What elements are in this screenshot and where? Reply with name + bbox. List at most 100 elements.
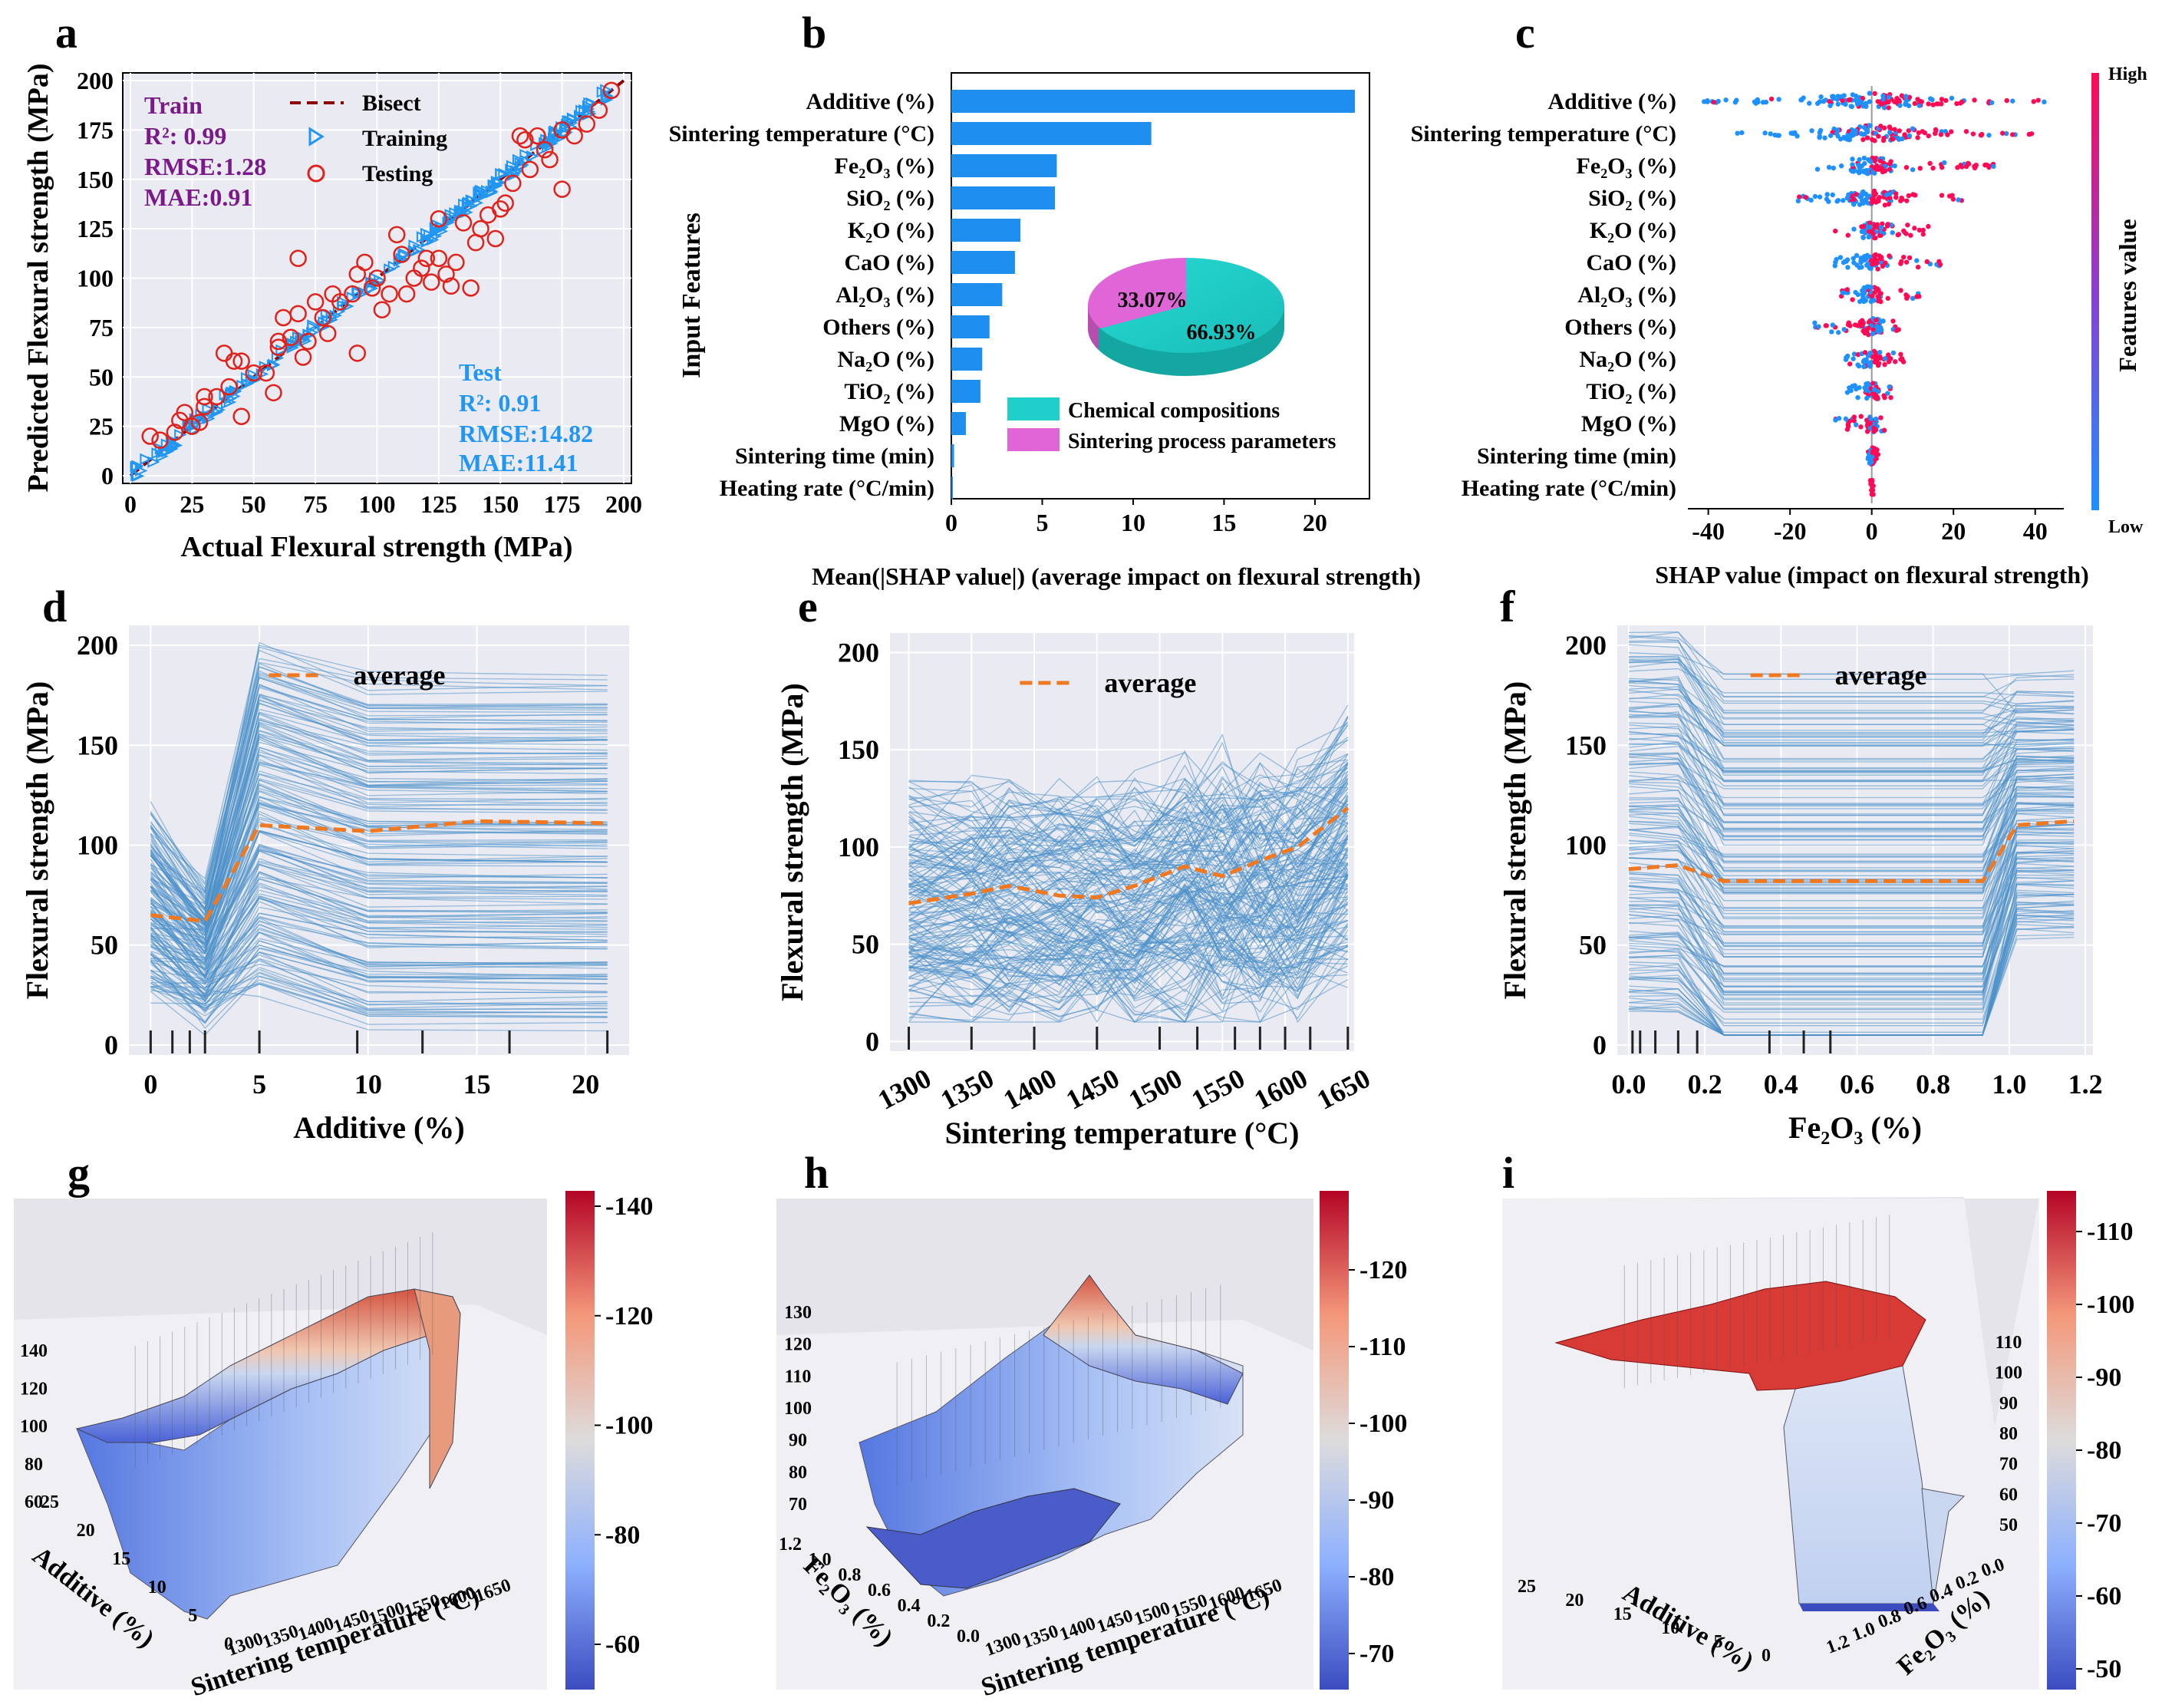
ice-line — [908, 827, 1349, 963]
shap-point — [1874, 165, 1880, 170]
panel-d-xlabel: Additive (%) — [293, 1110, 464, 1145]
x-tick-label: 15 — [1211, 509, 1236, 536]
panel-e-ylabel: Flexural strength (MPa) — [775, 683, 809, 1001]
shap-point — [1833, 228, 1838, 234]
ice-line — [150, 896, 608, 978]
shap-point — [1917, 98, 1923, 104]
panel-h-zticks: 70 80 90 100 110 120 130 — [784, 1303, 812, 1515]
x-tick-label: 50 — [242, 490, 266, 518]
ice-line — [908, 739, 1349, 843]
shap-point — [1861, 190, 1867, 196]
ice-line — [1628, 852, 2075, 928]
shap-point — [1871, 425, 1877, 431]
ice-line — [908, 775, 1349, 887]
colorbar-tick-label: -60 — [2087, 1582, 2121, 1611]
y-tick-label: 0 — [101, 462, 114, 490]
shap-point — [1824, 196, 1830, 202]
ice-line — [908, 778, 1349, 884]
testing-point — [176, 404, 193, 421]
ice-line — [908, 864, 1349, 1001]
ice-line — [1628, 854, 2075, 958]
ice-line — [908, 833, 1349, 918]
ice-line — [1628, 631, 2075, 680]
testing-points — [141, 81, 621, 449]
shap-point — [1906, 128, 1912, 134]
panel-f-xlabel: Fe₂O₃ (%) — [1788, 1110, 1922, 1145]
panel-b-bars — [951, 90, 1356, 500]
x-tick-label: 75 — [303, 490, 328, 518]
shap-point — [1939, 97, 1945, 102]
shap-point — [1814, 101, 1821, 107]
shap-point — [1869, 454, 1875, 460]
panel-g-mesh — [134, 1232, 433, 1469]
x-tick-label: 5 — [252, 1069, 266, 1100]
ice-line — [1628, 856, 2075, 935]
shap-point — [1857, 169, 1863, 175]
shap-point — [1869, 196, 1875, 202]
shap-point — [1834, 256, 1839, 262]
training-point — [147, 456, 160, 468]
shap-point — [1878, 291, 1884, 296]
panel-b-xlabel: Mean(|SHAP value|) (average impact on fl… — [812, 562, 1421, 590]
shap-point — [1711, 99, 1717, 105]
z-tick-label: 90 — [1999, 1393, 2018, 1413]
training-point — [307, 319, 320, 331]
z-tick-label: 50 — [1999, 1515, 2018, 1535]
ice-line — [150, 646, 608, 880]
colorbar-tick-label: -120 — [1359, 1256, 1407, 1284]
shap-point — [1926, 223, 1931, 229]
shap-point — [1903, 94, 1909, 99]
panel-label-f: f — [1500, 582, 1515, 631]
x-tick-label: 1400 — [998, 1063, 1061, 1116]
feature-label: Sintering time (min) — [735, 443, 934, 469]
ice-line — [1628, 823, 2075, 856]
test-mae: MAE:11.41 — [459, 449, 578, 476]
shap-point — [1882, 203, 1888, 208]
training-point — [154, 443, 168, 455]
importance-bar — [951, 348, 983, 371]
y-tick-label: 0.2 — [927, 1611, 950, 1631]
x-tick-label: 0.0 — [1611, 1069, 1646, 1100]
feature-label: K₂O (%) — [1590, 218, 1676, 243]
shap-point — [1851, 256, 1856, 261]
testing-point — [541, 150, 559, 169]
shap-point — [1867, 91, 1872, 96]
shap-point — [1900, 136, 1905, 142]
shap-point — [1886, 359, 1892, 364]
shap-point — [1833, 417, 1838, 423]
importance-pie: 66.93% 33.07% — [1088, 258, 1284, 376]
legend-average: average — [354, 660, 446, 691]
ice-line — [908, 811, 1349, 937]
shap-point — [1803, 194, 1808, 200]
shap-point — [1910, 126, 1916, 131]
z-tick-label: 120 — [20, 1379, 48, 1399]
ice-line — [150, 649, 608, 892]
z-tick-label: 60 — [1999, 1485, 2018, 1505]
ice-line — [908, 767, 1349, 869]
ice-line — [150, 703, 608, 904]
shap-point — [1839, 94, 1844, 99]
ice-line — [1628, 908, 2075, 1009]
legend-chemical: Chemical compositions — [1068, 399, 1280, 423]
ice-line — [150, 915, 608, 983]
shap-point — [1851, 260, 1857, 265]
shap-point — [1835, 101, 1841, 107]
ice-line — [150, 670, 608, 917]
shap-point — [1845, 232, 1851, 238]
shap-point — [1874, 317, 1879, 323]
testing-point — [232, 352, 250, 370]
shap-point — [1926, 101, 1931, 107]
training-point — [213, 404, 226, 416]
ice-line — [150, 693, 608, 928]
shap-point — [2003, 130, 2009, 137]
shap-point — [1705, 98, 1710, 104]
y-tick-label: 25 — [89, 413, 114, 440]
ice-line — [150, 711, 608, 905]
testing-point — [381, 285, 398, 303]
shap-point — [1875, 389, 1881, 394]
x-tick-label: 1.0 — [1992, 1069, 2026, 1100]
z-tick-label: 70 — [789, 1495, 807, 1515]
shap-point — [1877, 354, 1883, 360]
ice-line — [908, 796, 1349, 886]
